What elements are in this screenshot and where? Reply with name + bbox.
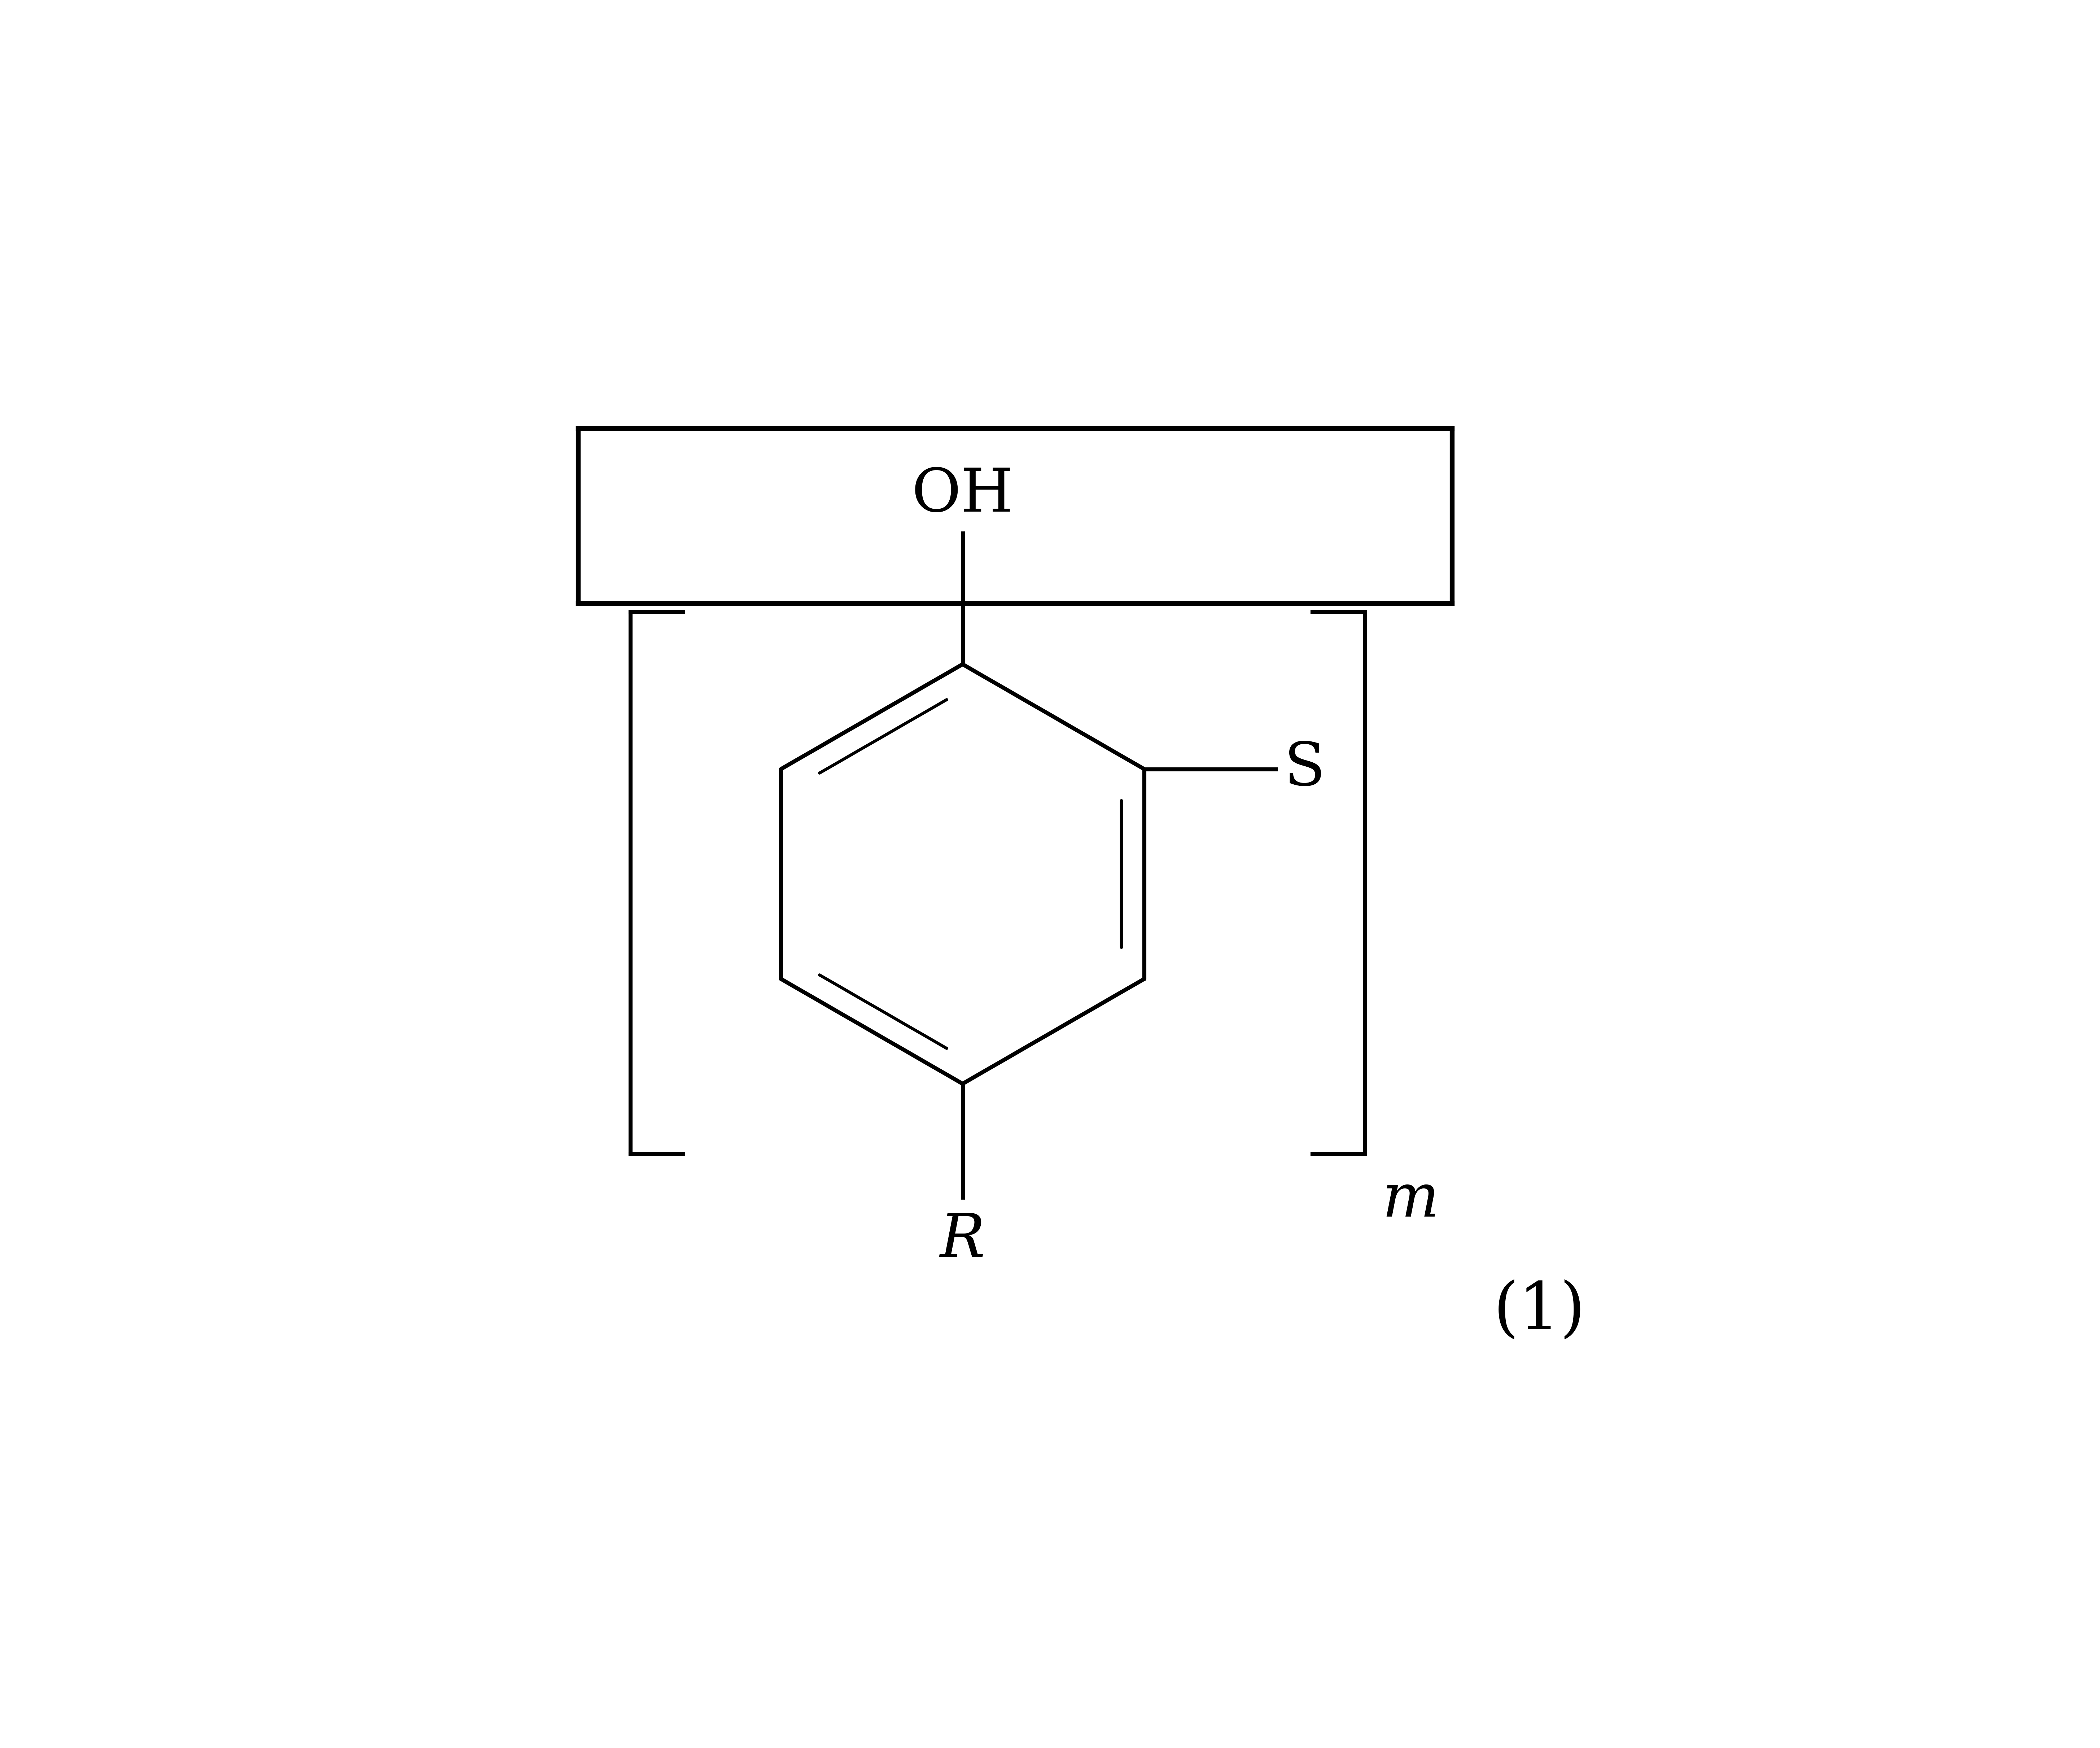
Text: R: R [941,1211,985,1269]
Text: S: S [1283,739,1325,799]
Text: OH: OH [911,467,1014,524]
Text: (1): (1) [1493,1280,1585,1342]
Text: m: m [1382,1171,1438,1229]
